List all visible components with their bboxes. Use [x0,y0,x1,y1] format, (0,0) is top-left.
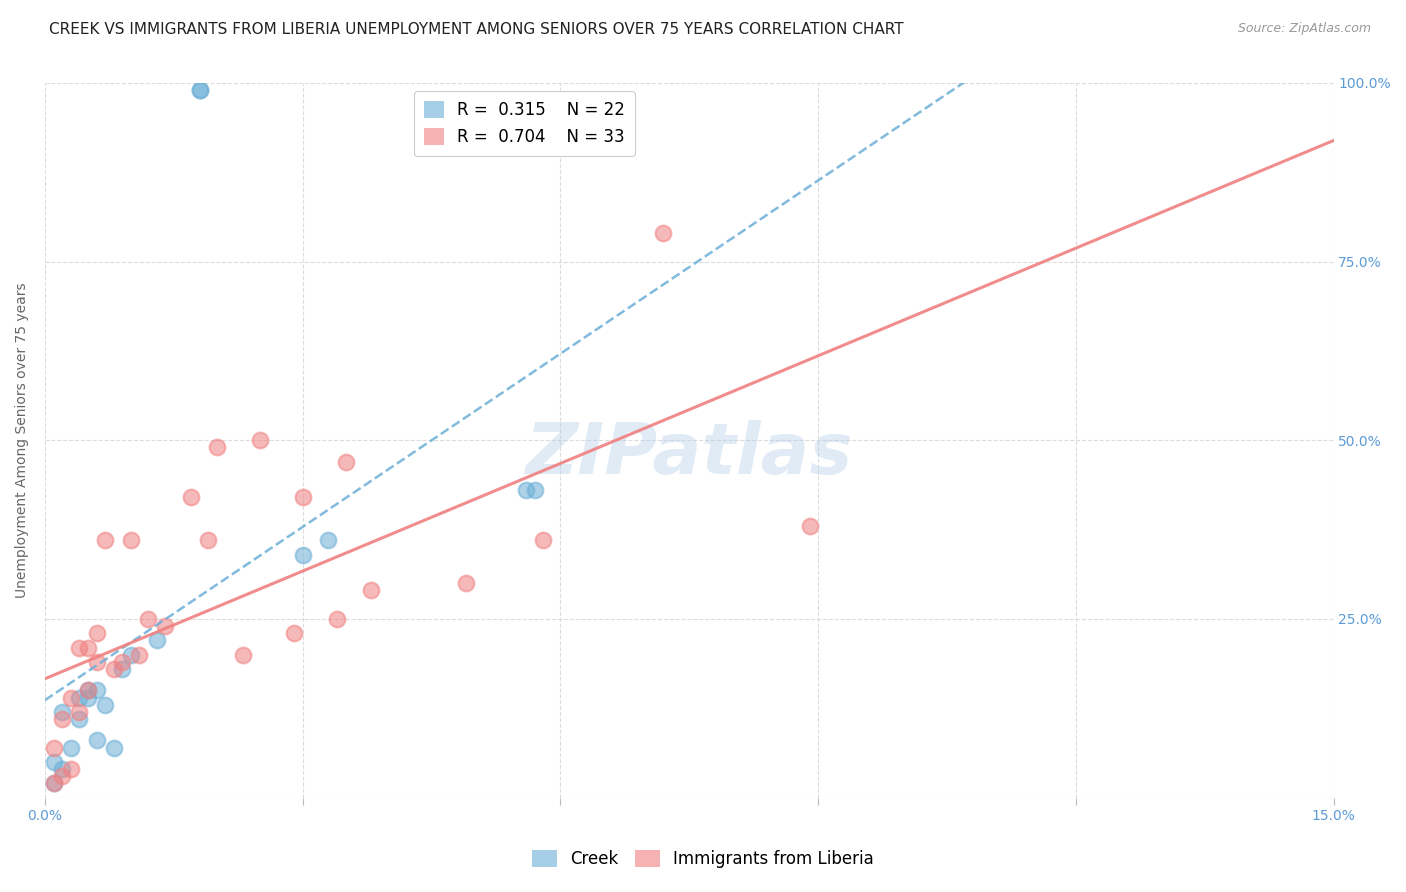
Point [42,740,65,755]
Point [120,533,142,548]
Point [67,690,90,705]
Point [86,683,108,698]
Point [59,740,82,755]
Point [249,434,271,448]
Point [799,519,821,533]
Point [42,776,65,790]
Point [77,683,100,698]
Point [59,762,82,776]
Text: Source: ZipAtlas.com: Source: ZipAtlas.com [1237,22,1371,36]
Y-axis label: Unemployment Among Seniors over 75 years: Unemployment Among Seniors over 75 years [15,283,30,599]
Point [454,576,477,591]
Point [51,769,73,783]
Text: ZIPatlas: ZIPatlas [526,420,853,489]
Point [145,633,167,648]
Point [67,712,90,726]
Point [86,733,108,747]
Point [77,640,100,655]
Point [232,648,254,662]
Point [523,483,546,498]
Point [67,640,90,655]
Point [77,690,100,705]
Point [103,662,125,676]
Point [42,755,65,769]
Point [291,548,314,562]
Point [188,83,211,97]
Point [652,226,675,240]
Text: CREEK VS IMMIGRANTS FROM LIBERIA UNEMPLOYMENT AMONG SENIORS OVER 75 YEARS CORREL: CREEK VS IMMIGRANTS FROM LIBERIA UNEMPLO… [49,22,904,37]
Point [180,491,202,505]
Legend: R =  0.315    N = 22, R =  0.704    N = 33: R = 0.315 N = 22, R = 0.704 N = 33 [415,91,636,156]
Point [51,705,73,719]
Point [197,533,219,548]
Legend: Creek, Immigrants from Liberia: Creek, Immigrants from Liberia [526,843,880,875]
Point [360,583,382,598]
Point [205,441,228,455]
Point [283,626,305,640]
Point [42,776,65,790]
Point [515,483,537,498]
Point [120,648,142,662]
Point [86,626,108,640]
Point [51,762,73,776]
Point [531,533,554,548]
Point [59,690,82,705]
Point [86,655,108,669]
Point [136,612,159,626]
Point [94,533,117,548]
Point [188,83,211,97]
Point [318,533,340,548]
Point [291,491,314,505]
Point [128,648,150,662]
Point [111,662,134,676]
Point [335,455,357,469]
Point [51,712,73,726]
Point [67,705,90,719]
Point [326,612,349,626]
Point [103,740,125,755]
Point [155,619,177,633]
Point [94,698,117,712]
Point [111,655,134,669]
Point [77,683,100,698]
